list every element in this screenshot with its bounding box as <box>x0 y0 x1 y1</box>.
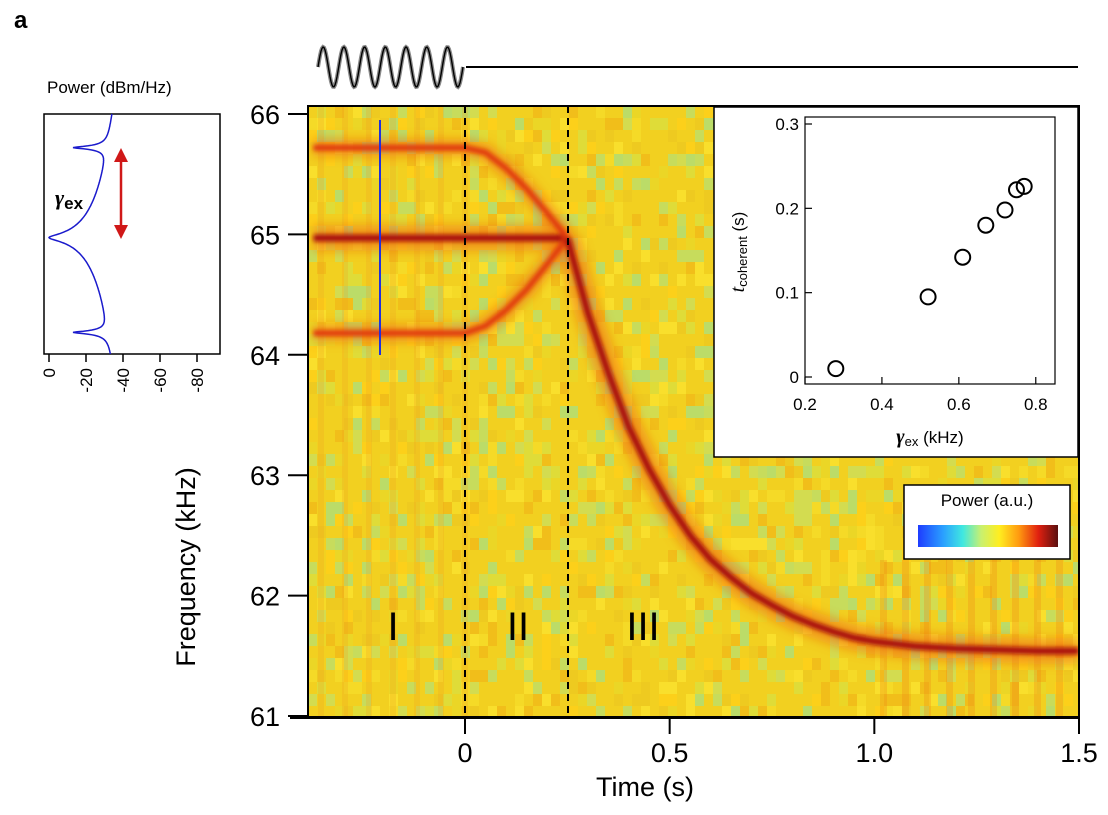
side-panel-frame <box>43 113 221 355</box>
main-x-axis: 0 0.5 1.0 1.5 <box>290 717 1098 768</box>
gamma-subscript: ex <box>64 194 83 213</box>
inset-x-tick-label: 0.8 <box>1024 395 1048 414</box>
drive-waveform <box>316 44 1078 90</box>
inset-x-tick-label: 0.4 <box>870 395 894 414</box>
inset-x-symbol: γ <box>896 426 905 448</box>
inset-points <box>827 177 1033 378</box>
main-x-label: Time (s) <box>596 772 694 802</box>
side-panel-title: Power (dBm/Hz) <box>47 78 172 97</box>
inset-data-point <box>1015 177 1033 195</box>
main-y-tick-label: 66 <box>250 100 280 130</box>
power-spectrum-line <box>48 113 113 355</box>
side-panel-x-axis: 0 -20 -40 -60 -80 <box>40 354 207 393</box>
panel-label: a <box>14 7 28 34</box>
main-x-tick-label: 1.5 <box>1060 738 1098 768</box>
svg-text:γex (kHz): γex (kHz) <box>896 426 963 449</box>
side-x-tick-label: -80 <box>188 368 207 393</box>
inset-data-point <box>977 216 995 234</box>
main-y-tick-label: 63 <box>250 461 280 491</box>
inset-data-point <box>827 360 845 378</box>
region-label-2: II <box>507 605 529 649</box>
inset-data-point <box>919 288 937 306</box>
main-y-axis: 66 65 64 63 62 61 <box>250 100 308 732</box>
side-x-tick-label: -20 <box>77 368 96 393</box>
main-y-tick-label: 65 <box>250 220 280 250</box>
inset-x-tick-label: 0.6 <box>947 395 971 414</box>
colorbar: Power (a.u.) <box>903 484 1071 560</box>
inset-y-tick-label: 0.3 <box>775 115 799 134</box>
main-y-label: Frequency (kHz) <box>171 467 201 667</box>
main-y-tick-label: 62 <box>250 582 280 612</box>
inset-y-symbol: t <box>727 286 749 292</box>
main-x-tick-label: 0 <box>457 738 472 768</box>
inset-y-tick-label: 0.1 <box>775 284 799 303</box>
inset-y-sub: coherent <box>735 236 750 287</box>
side-x-tick-label: 0 <box>40 368 59 377</box>
gamma-ex-annotation: γex <box>55 148 128 239</box>
region-label-1: I <box>387 605 398 649</box>
main-x-tick-label: 1.0 <box>856 738 894 768</box>
inset-x-tick-label: 0.2 <box>793 395 817 414</box>
inset-data-point <box>1008 181 1025 199</box>
inset-data-point <box>954 248 972 266</box>
gamma-symbol: γ <box>55 185 65 210</box>
colorbar-gradient <box>918 525 1058 547</box>
inset-y-unit: (s) <box>729 212 748 237</box>
inset-panel: 0.2 0.4 0.6 0.8 0 0.1 0.2 0.3 γex (kHz) tcohere… <box>713 106 1079 458</box>
main-y-tick-label: 64 <box>250 341 280 371</box>
side-x-tick-label: -40 <box>114 368 133 393</box>
region-label-3: III <box>626 605 659 649</box>
svg-text:tcoherent (s): tcoherent (s) <box>727 212 750 293</box>
inset-plot-frame <box>804 116 1056 385</box>
inset-y-tick-label: 0.2 <box>775 199 799 218</box>
inset-axes: 0.2 0.4 0.6 0.8 0 0.1 0.2 0.3 <box>775 115 1047 414</box>
colorbar-title: Power (a.u.) <box>941 491 1034 510</box>
inset-x-sub: ex <box>905 434 919 449</box>
inset-data-point <box>996 201 1014 219</box>
main-y-tick-label: 61 <box>250 702 280 732</box>
ridge-line-2 <box>313 236 570 337</box>
ridge-line-3 <box>563 237 1079 655</box>
inset-x-unit: (kHz) <box>918 428 963 447</box>
svg-text:γex: γex <box>55 185 84 213</box>
inset-y-tick-label: 0 <box>790 368 799 387</box>
side-x-tick-label: -60 <box>151 368 170 393</box>
main-x-tick-label: 0.5 <box>651 738 689 768</box>
